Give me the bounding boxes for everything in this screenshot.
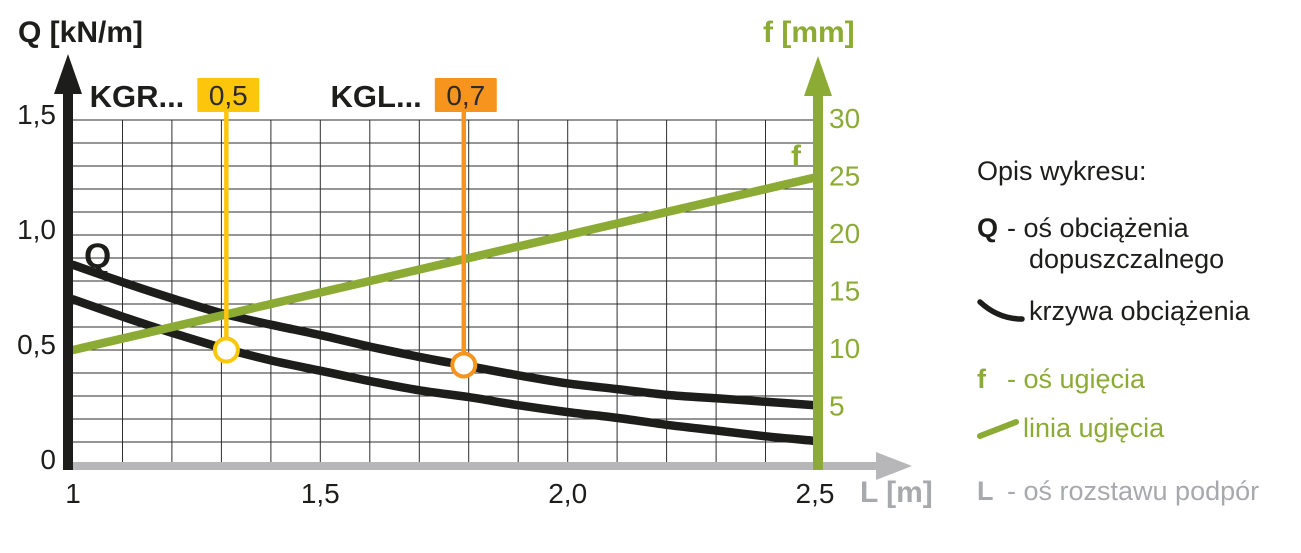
- l-axis-line: [64, 462, 877, 470]
- l-tick-label: 1,5: [301, 478, 340, 509]
- marker-circle: [450, 351, 478, 379]
- l-axis-title: L [m]: [860, 476, 933, 509]
- f-axis-line: [813, 92, 823, 470]
- q-axis-arrow-icon: [54, 54, 82, 94]
- f-axis-title: f [mm]: [763, 16, 855, 49]
- marker-value: 0,5: [209, 80, 248, 111]
- axes: [54, 54, 912, 480]
- q-curve-inline-label: Q: [84, 237, 111, 276]
- legend-title: Opis wykresu:: [977, 156, 1147, 186]
- series-markers: 0,5 KGR... 0,7 KGL...: [90, 78, 497, 379]
- f-tick-label: 20: [829, 218, 860, 249]
- f-tick-label: 5: [829, 391, 845, 422]
- f-line-inline-label: f: [791, 140, 802, 173]
- marker-value-box: [197, 78, 260, 112]
- q-symbol: Q: [977, 213, 999, 243]
- load-deflection-chart: 0,5 KGR... 0,7 KGL... 0 0,5 1,0 1,5 5 10 15 20 25 30…: [17, 16, 933, 509]
- legend-item-q-axis: Q - oś obciążenia dopuszczalnego: [977, 213, 1225, 274]
- f-tick-label: 25: [829, 161, 860, 192]
- marker-circle: [212, 336, 240, 364]
- f-symbol: f: [977, 364, 986, 394]
- f-tick-label: 15: [829, 276, 860, 307]
- f-tick-label: 30: [829, 103, 860, 134]
- q-tick-label: 0: [40, 444, 56, 475]
- marker-profile-label: KGL...: [331, 79, 422, 114]
- l-tick-label: 2,0: [548, 478, 587, 509]
- f-tick-label: 10: [829, 333, 860, 364]
- load-curve-icon: [977, 298, 1025, 333]
- q-tick-label: 1,5: [17, 99, 56, 130]
- chart-legend: Opis wykresu: Q - oś obciążenia dopuszcz…: [950, 0, 1301, 553]
- deflection-line-icon: [977, 415, 1019, 448]
- l-tick-label: 2,5: [796, 478, 835, 509]
- grid: [73, 119, 813, 462]
- q-axis-line: [63, 90, 73, 470]
- q-tick-label: 1,0: [17, 214, 56, 245]
- legend-item-load-curve: krzywa obciążenia: [977, 296, 1250, 331]
- deflection-line: [68, 173, 820, 355]
- l-axis-arrow-icon: [876, 452, 912, 480]
- q-tick-label: 0,5: [17, 329, 56, 360]
- legend-item-f-axis: f - oś ugięcia: [977, 364, 1146, 394]
- load-curve: [68, 260, 820, 410]
- legend-item-deflection-line: linia ugięcia: [977, 413, 1164, 446]
- legend-item-l-axis: L - oś rozstawu podpór: [977, 476, 1260, 506]
- series-curves: [68, 173, 820, 446]
- l-tick-label: 1: [65, 478, 81, 509]
- load-curve: [68, 295, 820, 446]
- f-axis-arrow-icon: [804, 56, 832, 96]
- marker-profile-label: KGR...: [90, 79, 185, 114]
- marker-value-box: [434, 78, 497, 112]
- marker-value: 0,7: [446, 80, 485, 111]
- tick-labels: 0 0,5 1,0 1,5 5 10 15 20 25 30 1 1,5 2,0 2,5: [17, 99, 860, 509]
- l-symbol: L: [977, 476, 994, 506]
- q-axis-title: Q [kN/m]: [18, 16, 143, 49]
